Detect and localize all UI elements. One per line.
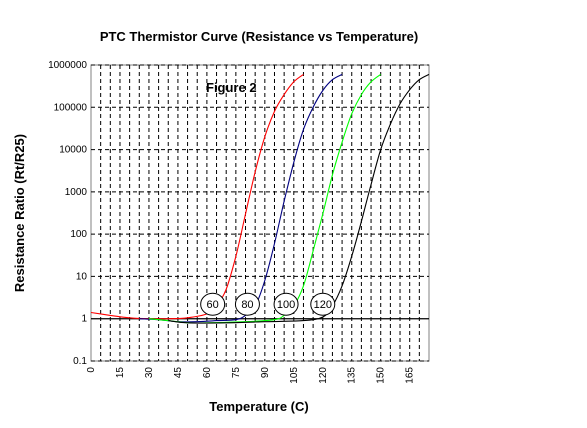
x-tick-label: 60 xyxy=(202,367,213,379)
curve-label-120: 120 xyxy=(310,292,336,316)
x-tick-labels: 0 15 30 45 60 75 90 105 120 135 150 165 xyxy=(86,367,416,384)
x-tick-label: 135 xyxy=(347,367,358,384)
curve-label-text: 80 xyxy=(241,299,253,311)
y-tick-label: 1000000 xyxy=(48,60,87,71)
curve-label-bubble xyxy=(200,292,226,316)
curve-label-80: 80 xyxy=(234,292,260,316)
curve-label-bubble xyxy=(310,292,336,316)
x-tick-label: 0 xyxy=(86,367,97,373)
y-tick-label: 100000 xyxy=(54,102,88,113)
curve-label-text: 60 xyxy=(207,299,219,311)
x-tick-label: 165 xyxy=(405,367,416,384)
grid xyxy=(91,64,429,362)
curve-label-100: 100 xyxy=(273,292,299,316)
x-tick-label: 30 xyxy=(144,367,155,379)
y-axis-label: Resistance Ratio (Rt/R25) xyxy=(12,134,27,292)
x-tick-label: 15 xyxy=(115,367,126,379)
chart-title: PTC Thermistor Curve (Resistance vs Temp… xyxy=(100,29,418,44)
x-tick-label: 90 xyxy=(260,367,271,379)
x-axis-label: Temperature (C) xyxy=(209,399,308,414)
figure-annotation: Figure 2 xyxy=(206,80,257,95)
curve-label-bubble xyxy=(234,292,260,316)
y-tick-label: 10 xyxy=(76,271,88,282)
y-tick-label: 1 xyxy=(81,314,87,325)
plot-area xyxy=(90,64,430,362)
x-tick-label: 45 xyxy=(173,367,184,379)
bubble-group: 60 80 100 120 xyxy=(200,292,336,316)
y-tick-label: 1000 xyxy=(65,187,88,198)
x-tick-label: 105 xyxy=(289,367,300,384)
curve-label-text: 100 xyxy=(277,299,295,311)
y-tick-label: 0.1 xyxy=(73,356,87,367)
curve-label-text: 120 xyxy=(314,299,332,311)
curve-label-bubble xyxy=(273,292,299,316)
x-tick-label: 120 xyxy=(318,367,329,384)
series-group xyxy=(90,73,430,324)
curve-label-60: 60 xyxy=(200,292,226,316)
x-tick-label: 75 xyxy=(231,367,242,379)
y-tick-label: 10000 xyxy=(59,145,87,156)
y-tick-labels: 0.1 1 10 100 1000 10000 100000 1000000 xyxy=(48,60,87,367)
series-line-120 xyxy=(168,73,430,324)
x-tick-label: 150 xyxy=(376,367,387,384)
series-line-80 xyxy=(139,73,343,323)
y-tick-label: 100 xyxy=(70,229,87,240)
